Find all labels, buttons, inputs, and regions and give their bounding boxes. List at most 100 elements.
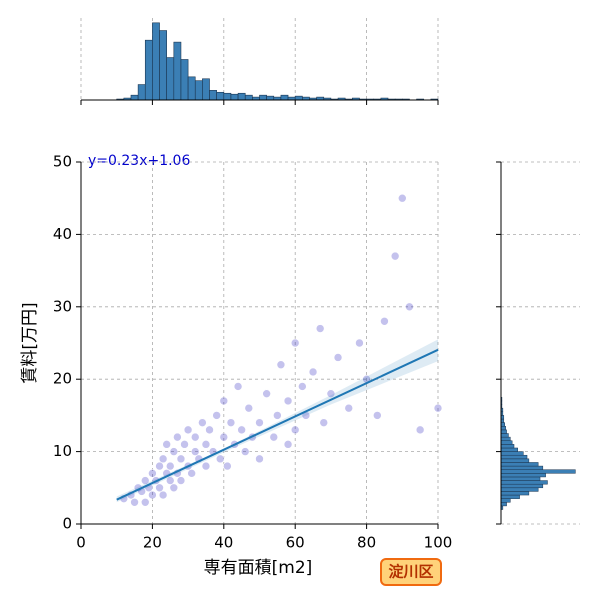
- y-tick-label: 0: [62, 515, 72, 533]
- bar: [187, 76, 196, 101]
- point: [290, 425, 300, 435]
- point: [158, 490, 168, 500]
- point: [326, 389, 336, 398]
- bar: [500, 433, 509, 438]
- bar: [259, 94, 267, 101]
- x-tick-label: 100: [424, 534, 453, 552]
- point: [169, 483, 179, 493]
- point: [165, 461, 175, 471]
- point: [215, 454, 225, 464]
- bar: [202, 78, 210, 101]
- point: [415, 425, 425, 435]
- point: [244, 403, 254, 413]
- point: [290, 338, 300, 348]
- point: [380, 316, 389, 326]
- point: [158, 454, 168, 464]
- point: [140, 476, 150, 485]
- bar: [294, 95, 303, 101]
- badge: 淀川区: [388, 563, 433, 581]
- bar: [500, 491, 530, 496]
- point: [190, 432, 200, 442]
- bar: [130, 94, 139, 101]
- point: [190, 447, 200, 456]
- point: [373, 411, 382, 420]
- point: [140, 497, 150, 507]
- bar: [500, 426, 506, 431]
- bar: [500, 447, 518, 452]
- point: [201, 440, 211, 449]
- bar: [280, 94, 289, 101]
- point: [148, 469, 157, 478]
- point: [130, 497, 139, 507]
- annotation: y=0.23x+1.06: [88, 153, 190, 169]
- point: [223, 461, 232, 471]
- bar: [500, 422, 505, 427]
- bar: [266, 95, 275, 101]
- point: [433, 403, 443, 413]
- y-tick-label: 30: [53, 297, 72, 315]
- x-tick-label: 0: [76, 534, 86, 552]
- point: [240, 447, 250, 456]
- point: [180, 440, 189, 449]
- bar: [209, 90, 217, 101]
- point: [226, 418, 236, 427]
- x-tick-label: 60: [286, 534, 305, 552]
- y-tick-label: 10: [53, 442, 72, 460]
- bar: [500, 429, 507, 434]
- point: [273, 411, 282, 420]
- point: [405, 302, 414, 312]
- bar: [173, 41, 182, 101]
- bar: [500, 462, 539, 467]
- x-tick-label: 20: [143, 534, 162, 552]
- point: [155, 461, 164, 471]
- bar: [500, 483, 544, 489]
- bar: [500, 473, 546, 478]
- bar: [237, 92, 246, 101]
- point: [169, 447, 179, 456]
- point: [219, 432, 229, 442]
- bar: [137, 84, 146, 101]
- badge-box: [380, 558, 442, 586]
- bar: [152, 22, 160, 101]
- point: [219, 396, 229, 406]
- point: [205, 425, 214, 435]
- bar: [500, 476, 541, 481]
- bar: [500, 480, 548, 485]
- bar: [500, 502, 507, 507]
- point: [187, 469, 196, 478]
- x-axis-label: 専有面積[m2]: [204, 558, 313, 578]
- point: [233, 382, 243, 391]
- point: [355, 338, 364, 348]
- bar: [500, 444, 515, 449]
- x-tick-label: 80: [357, 534, 376, 552]
- point: [298, 382, 307, 391]
- bar: [223, 92, 232, 101]
- point: [173, 432, 182, 442]
- point: [315, 324, 325, 333]
- bar: [500, 498, 511, 503]
- point: [390, 251, 400, 261]
- point: [198, 418, 207, 427]
- point: [276, 360, 286, 370]
- regression-line: [116, 348, 439, 501]
- x-tick-label: 40: [214, 534, 233, 552]
- point: [269, 432, 279, 442]
- point: [397, 193, 407, 203]
- bar: [216, 91, 225, 101]
- point: [283, 396, 293, 406]
- point: [255, 454, 264, 464]
- y-tick-label: 40: [53, 225, 72, 243]
- bar: [500, 494, 520, 499]
- bar: [500, 458, 530, 463]
- point: [262, 389, 271, 398]
- point: [255, 418, 264, 427]
- bar: [500, 487, 539, 492]
- point: [162, 440, 171, 449]
- bar: [159, 30, 167, 101]
- bar: [500, 436, 511, 441]
- point: [212, 411, 221, 420]
- bar: [500, 451, 524, 456]
- point: [201, 461, 211, 471]
